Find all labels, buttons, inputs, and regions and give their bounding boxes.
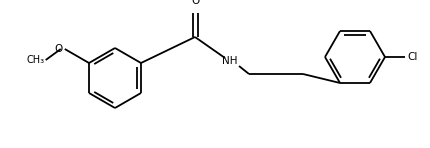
Text: O: O [190,0,199,6]
Text: CH₃: CH₃ [27,55,45,65]
Text: Cl: Cl [406,52,416,62]
Text: NH: NH [222,56,237,66]
Text: O: O [54,44,62,54]
